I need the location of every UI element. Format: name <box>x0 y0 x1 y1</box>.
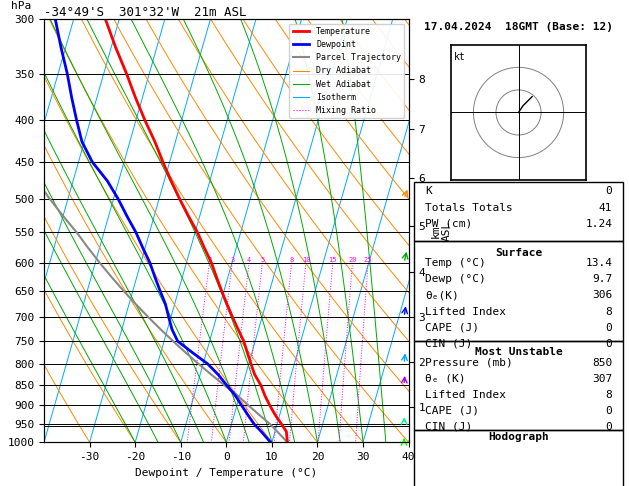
Text: 10: 10 <box>302 257 310 263</box>
Text: 2: 2 <box>208 257 211 263</box>
X-axis label: Dewpoint / Temperature (°C): Dewpoint / Temperature (°C) <box>135 468 318 478</box>
Text: Temp (°C): Temp (°C) <box>425 259 486 268</box>
Bar <box>415 341 623 430</box>
Text: 0: 0 <box>606 422 612 432</box>
Y-axis label: km
ASL: km ASL <box>431 221 452 241</box>
Legend: Temperature, Dewpoint, Parcel Trajectory, Dry Adiabat, Wet Adiabat, Isotherm, Mi: Temperature, Dewpoint, Parcel Trajectory… <box>289 24 404 118</box>
Text: θₑ (K): θₑ (K) <box>425 374 465 384</box>
Text: Surface: Surface <box>495 248 542 258</box>
Y-axis label: hPa: hPa <box>0 221 2 241</box>
Text: 13.4: 13.4 <box>586 259 612 268</box>
Text: 4: 4 <box>247 257 251 263</box>
Text: Pressure (mb): Pressure (mb) <box>425 358 513 368</box>
Text: 850: 850 <box>592 358 612 368</box>
Text: 1.24: 1.24 <box>586 219 612 228</box>
Text: CAPE (J): CAPE (J) <box>425 406 479 416</box>
Bar <box>415 182 623 242</box>
Text: 3: 3 <box>230 257 235 263</box>
Text: hPa: hPa <box>11 1 31 11</box>
Text: 9.7: 9.7 <box>592 275 612 284</box>
Bar <box>415 242 623 341</box>
Text: -34°49'S  301°32'W  21m ASL: -34°49'S 301°32'W 21m ASL <box>44 6 247 19</box>
Text: 8: 8 <box>289 257 294 263</box>
Text: 17.04.2024  18GMT (Base: 12): 17.04.2024 18GMT (Base: 12) <box>424 21 613 32</box>
Text: Hodograph: Hodograph <box>488 432 549 442</box>
Text: CIN (J): CIN (J) <box>425 422 472 432</box>
Text: 0: 0 <box>606 406 612 416</box>
Text: Dewp (°C): Dewp (°C) <box>425 275 486 284</box>
Text: PW (cm): PW (cm) <box>425 219 472 228</box>
Text: 8: 8 <box>606 390 612 400</box>
Text: 41: 41 <box>599 203 612 212</box>
Text: CIN (J): CIN (J) <box>425 339 472 348</box>
Text: 5: 5 <box>260 257 265 263</box>
Text: Most Unstable: Most Unstable <box>475 347 562 357</box>
Text: 25: 25 <box>364 257 372 263</box>
Text: Lifted Index: Lifted Index <box>425 307 506 316</box>
Text: 8: 8 <box>606 307 612 316</box>
Text: 0: 0 <box>606 187 612 196</box>
Text: 307: 307 <box>592 374 612 384</box>
Bar <box>415 430 623 486</box>
Text: CAPE (J): CAPE (J) <box>425 323 479 332</box>
Text: Totals Totals: Totals Totals <box>425 203 513 212</box>
Text: 0: 0 <box>606 339 612 348</box>
Text: Lifted Index: Lifted Index <box>425 390 506 400</box>
Text: 306: 306 <box>592 291 612 300</box>
Text: 15: 15 <box>328 257 337 263</box>
Text: θₑ(K): θₑ(K) <box>425 291 459 300</box>
Text: 20: 20 <box>348 257 357 263</box>
Text: 0: 0 <box>606 323 612 332</box>
Text: K: K <box>425 187 431 196</box>
